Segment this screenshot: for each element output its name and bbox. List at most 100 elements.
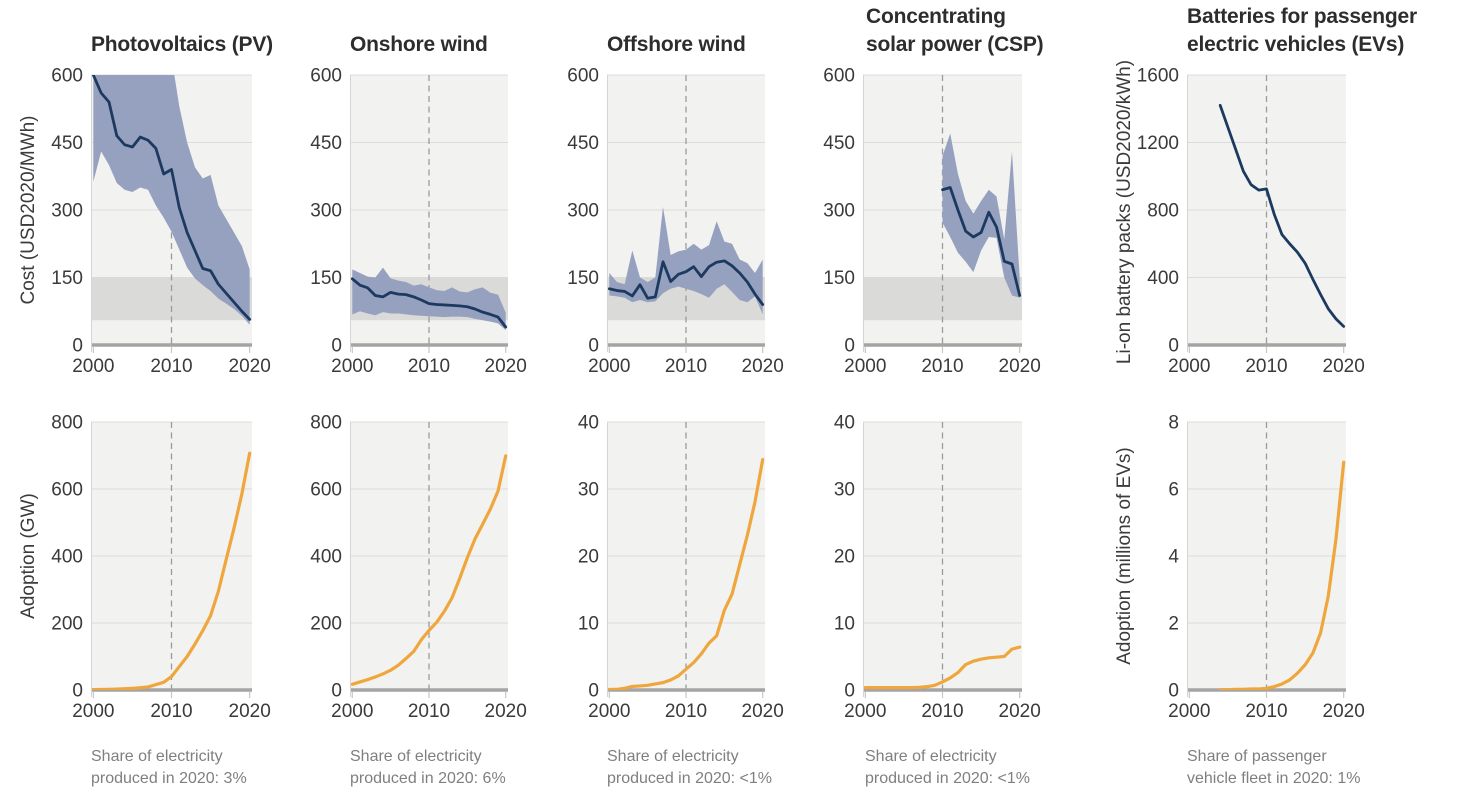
x-tick-label: 2020 [1323,701,1365,722]
onshore-adoption-chart: 2000 2010 2020 0 200 400 600 800 [310,413,527,723]
cost-line [941,186,1022,297]
y-tick-label: 6 [1168,480,1179,501]
y-tick-label: 400 [310,547,342,568]
y-tick-label: 10 [834,614,855,635]
adoption-line [350,454,508,686]
y-tick-label: 0 [588,681,599,702]
pv-cost-chart: 2000 2010 2020 0 150 300 450 600 [51,66,271,378]
y-tick-label: 600 [823,66,855,87]
x-tick-label: 2000 [588,356,630,377]
x-tick-label: 2000 [72,701,114,722]
y-tick-label: 800 [1147,201,1179,222]
x-tick-label: 2010 [408,356,450,377]
y-tick-label: 0 [844,681,855,702]
y-tick-label: 30 [578,480,599,501]
x-tick-label: 2000 [588,701,630,722]
cost-line [1218,103,1346,328]
x-tick-label: 2020 [485,701,527,722]
y-tick-label: 40 [834,413,855,434]
y-tick-label: 0 [1168,336,1179,357]
y-tick-label: 150 [310,268,342,289]
y-tick-label: 30 [834,480,855,501]
cost-line [91,75,252,321]
ev-adoption-chart: 2000 2010 2020 0 2 4 6 8 [1168,413,1365,723]
x-tick-label: 2020 [485,356,527,377]
y-tick-label: 400 [51,547,83,568]
y-tick-label: 0 [331,336,342,357]
onshore-cost-chart: 2000 2010 2020 0 150 300 450 600 [310,66,527,378]
adoption-line [863,645,1022,690]
x-tick-label: 2010 [921,356,963,377]
x-tick-label: 2000 [72,356,114,377]
y-tick-label: 8 [1168,413,1179,434]
csp-cost-chart: 2000 2010 2020 0 150 300 450 600 [823,66,1041,378]
y-tick-label: 600 [51,66,83,87]
y-tick-label: 150 [51,268,83,289]
adoption-line [1218,460,1346,690]
x-tick-label: 2000 [331,356,373,377]
y-tick-label: 450 [310,133,342,154]
x-tick-label: 2000 [844,701,886,722]
x-tick-label: 2000 [331,701,373,722]
caption-offshore: Share of electricity produced in 2020: <… [607,748,773,787]
x-tick-label: 2020 [1323,356,1365,377]
y-tick-label: 800 [310,413,342,434]
uncertainty-band [609,206,763,315]
y-tick-label: 200 [310,614,342,635]
y-tick-label: 150 [823,268,855,289]
y-tick-label: 0 [588,336,599,357]
y-tick-label: 150 [567,268,599,289]
column-title-pv: Photovoltaics (PV) [91,33,273,56]
x-tick-label: 2020 [229,356,271,377]
x-tick-label: 2000 [844,356,886,377]
uncertainty-band [352,267,506,331]
y-tick-label: 0 [844,336,855,357]
y-tick-label: 450 [51,133,83,154]
y-tick-label: 2 [1168,614,1179,635]
y-tick-label: 1600 [1137,66,1179,87]
y-tick-label: 450 [567,133,599,154]
y-tick-label: 40 [578,413,599,434]
y-tick-label: 0 [331,681,342,702]
x-tick-label: 2020 [742,356,784,377]
uncertainty-band [93,75,250,325]
y-tick-label: 450 [823,133,855,154]
y-tick-label: 20 [834,547,855,568]
x-tick-label: 2010 [665,356,707,377]
y-tick-label: 4 [1168,547,1179,568]
y-tick-label: 600 [310,480,342,501]
caption-pv: Share of electricity produced in 2020: 3… [91,748,247,787]
x-tick-label: 2010 [150,356,192,377]
x-tick-label: 2010 [1245,356,1287,377]
cost-line [607,259,765,306]
x-tick-label: 2000 [1168,356,1210,377]
x-tick-label: 2010 [921,701,963,722]
cost-line [350,277,508,329]
x-tick-label: 2020 [229,701,271,722]
x-tick-label: 2010 [408,701,450,722]
column-title-onshore: Onshore wind [350,33,488,56]
adoption-line [607,457,765,690]
y-tick-label: 300 [567,201,599,222]
column-title-battery: Batteries for passenger electric vehicle… [1187,5,1417,56]
caption-ev: Share of passenger vehicle fleet in 2020… [1187,748,1361,787]
x-tick-label: 2000 [1168,701,1210,722]
y-tick-label: 600 [51,480,83,501]
y-tick-label: 300 [823,201,855,222]
x-tick-label: 2020 [999,701,1041,722]
y-tick-label: 600 [310,66,342,87]
x-tick-label: 2020 [742,701,784,722]
y-tick-label: 300 [51,201,83,222]
y-tick-label: 400 [1147,268,1179,289]
y-tick-label: 0 [72,681,83,702]
offshore-cost-chart: 2000 2010 2020 0 150 300 450 600 [567,66,784,378]
y-tick-label: 10 [578,614,599,635]
adoption-line [91,451,252,690]
x-tick-label: 2010 [665,701,707,722]
y-tick-label: 300 [310,201,342,222]
battery-cost-chart: 2000 2010 2020 0 400 800 1200 1600 [1137,66,1365,378]
y-tick-label: 200 [51,614,83,635]
x-tick-label: 2010 [150,701,192,722]
column-title-csp: Concentrating solar power (CSP) [866,5,1044,56]
